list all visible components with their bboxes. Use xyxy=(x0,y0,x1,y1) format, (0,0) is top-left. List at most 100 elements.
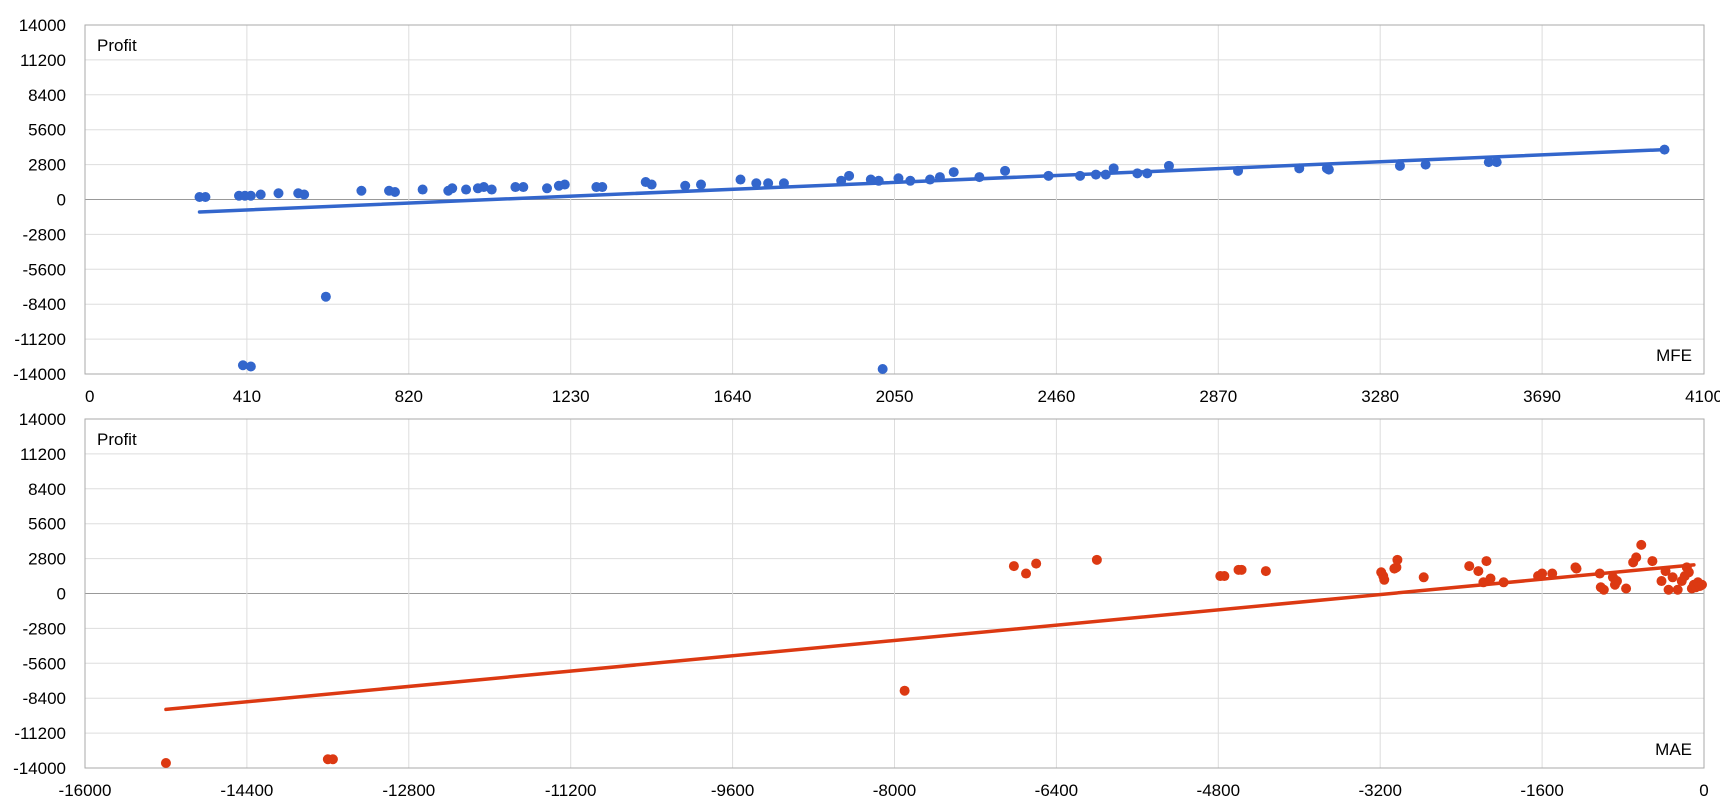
mae-data-point xyxy=(1667,572,1678,583)
mfe-y-tick-label: 11200 xyxy=(20,51,66,70)
mae-data-point xyxy=(1031,558,1042,569)
mae-x-tick-label: -9600 xyxy=(711,781,754,800)
mfe-data-point xyxy=(478,182,489,193)
mfe-data-point xyxy=(542,183,553,194)
mae-y-tick-label: -14000 xyxy=(13,759,66,778)
mfe-x-tick-label: 1230 xyxy=(552,387,590,406)
mfe-x-tick-label: 2460 xyxy=(1037,387,1075,406)
mfe-data-point xyxy=(836,175,847,186)
mfe-data-point xyxy=(356,185,367,196)
mae-data-point xyxy=(1392,554,1403,565)
mae-data-point xyxy=(1391,562,1402,573)
mfe-x-tick-label: 2870 xyxy=(1199,387,1237,406)
mae-plot-frame xyxy=(84,418,1705,769)
mfe-x-tick-label: 0 xyxy=(85,387,94,406)
mfe-y-tick-label: 2800 xyxy=(28,156,66,175)
mae-chart: 14000 11200 8400 5600 2800 0 -2800 -5600 -8400 -1… xyxy=(13,410,1709,800)
mfe-data-point xyxy=(873,175,884,186)
mfe-y-tick-label: 14000 xyxy=(19,16,66,35)
mae-data-point xyxy=(1547,568,1558,579)
mfe-data-point xyxy=(646,179,657,190)
mfe-y-axis-label: Profit xyxy=(97,36,137,55)
mfe-y-tick-label: -14000 xyxy=(13,365,66,384)
mfe-data-point xyxy=(974,172,985,183)
mfe-data-point xyxy=(320,291,331,302)
mfe-x-tick-label: 820 xyxy=(395,387,423,406)
mfe-data-point xyxy=(255,189,266,200)
mae-data-point xyxy=(1481,556,1492,567)
mae-data-point xyxy=(1611,576,1622,587)
mae-data-point xyxy=(1571,563,1582,574)
mae-y-tick-label: 11200 xyxy=(20,445,66,464)
mae-x-tick-label: 0 xyxy=(1699,781,1708,800)
mae-data-point xyxy=(1379,574,1390,585)
mae-data-point xyxy=(1656,576,1667,587)
mae-data-point xyxy=(1498,577,1509,588)
mae-data-point xyxy=(1660,566,1671,577)
mfe-data-point xyxy=(299,189,310,200)
mae-data-point xyxy=(1008,561,1019,572)
mae-trendline xyxy=(164,563,1696,712)
mae-y-tick-label: 8400 xyxy=(28,480,66,499)
mae-data-point xyxy=(899,685,910,696)
mfe-data-point xyxy=(844,170,855,181)
mfe-data-point xyxy=(200,192,211,203)
mfe-data-point xyxy=(273,188,284,199)
mfe-data-point xyxy=(735,174,746,185)
mfe-data-point xyxy=(461,184,472,195)
mfe-data-point xyxy=(948,167,959,178)
mfe-data-point xyxy=(1075,170,1086,181)
mae-data-point xyxy=(1683,567,1694,578)
mfe-data-point xyxy=(245,361,256,372)
mae-x-tick-label: -16000 xyxy=(59,781,112,800)
mae-data-point xyxy=(1696,579,1707,590)
mae-data-point xyxy=(1464,561,1475,572)
mae-y-tick-label: 0 xyxy=(57,585,66,604)
mfe-x-axis-label: MFE xyxy=(1656,346,1692,365)
mfe-data-point xyxy=(925,174,936,185)
mfe-data-point xyxy=(696,179,707,190)
mfe-plot-frame xyxy=(84,24,1705,375)
mfe-y-tick-label: 0 xyxy=(57,191,66,210)
mfe-data-point xyxy=(1233,165,1244,176)
mfe-data-point xyxy=(1090,169,1101,180)
mae-x-tick-label: -11200 xyxy=(545,781,597,800)
mfe-x-tick-label: 3690 xyxy=(1523,387,1561,406)
mfe-x-tick-label: 2050 xyxy=(876,387,914,406)
mae-y-tick-label: -8400 xyxy=(23,689,66,708)
mfe-data-point xyxy=(778,178,789,189)
mfe-data-point xyxy=(1323,164,1334,175)
mfe-data-point xyxy=(877,364,888,375)
mfe-data-point xyxy=(1000,165,1011,176)
mfe-data-point xyxy=(1108,163,1119,174)
mfe-data-point xyxy=(1659,144,1670,155)
mae-data-point xyxy=(327,754,338,765)
mfe-data-point xyxy=(934,172,945,183)
mfe-data-point xyxy=(559,179,570,190)
mfe-data-point xyxy=(905,175,916,186)
mfe-y-tick-label: -11200 xyxy=(14,330,66,349)
mfe-data-point xyxy=(237,360,248,371)
mfe-data-point xyxy=(417,184,428,195)
mfe-data-point xyxy=(1043,170,1054,181)
mfe-data-point xyxy=(1483,157,1494,168)
mae-data-point xyxy=(1663,584,1674,595)
mfe-data-point xyxy=(1420,159,1431,170)
mfe-data-point xyxy=(1142,168,1153,179)
mae-x-tick-label: -3200 xyxy=(1358,781,1401,800)
mae-x-tick-label: -8000 xyxy=(873,781,916,800)
mfe-data-point xyxy=(245,190,256,201)
mfe-data-point xyxy=(1100,169,1111,180)
mae-data-point xyxy=(1631,552,1642,563)
mae-data-point xyxy=(1260,566,1271,577)
mfe-data-point xyxy=(893,173,904,184)
mfe-y-tick-label: -8400 xyxy=(23,295,66,314)
mfe-data-point xyxy=(597,182,608,193)
mae-data-point xyxy=(160,758,171,769)
mae-x-tick-label: -1600 xyxy=(1520,781,1563,800)
mae-y-tick-label: 2800 xyxy=(28,550,66,569)
mfe-data-point xyxy=(751,178,762,189)
mae-data-point xyxy=(1647,556,1658,567)
